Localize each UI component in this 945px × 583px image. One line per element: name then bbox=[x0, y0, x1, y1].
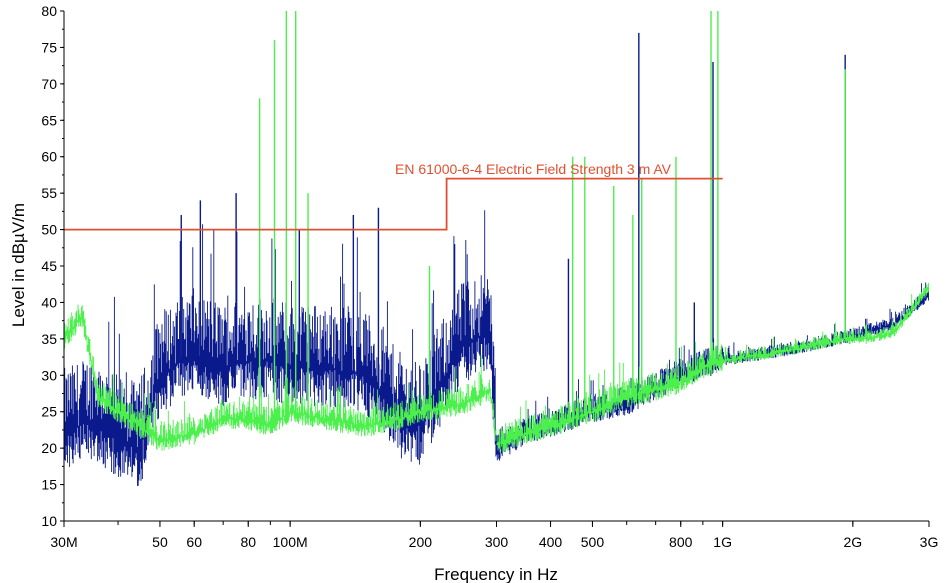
y-tick-label: 30 bbox=[41, 367, 57, 383]
y-tick-label: 50 bbox=[41, 222, 57, 238]
x-tick-label: 60 bbox=[186, 534, 202, 550]
x-tick-label: 1G bbox=[713, 534, 732, 550]
y-tick-label: 70 bbox=[41, 76, 57, 92]
x-tick-label: 300 bbox=[485, 534, 509, 550]
x-tick-label: 30M bbox=[50, 534, 77, 550]
x-tick-label: 800 bbox=[669, 534, 693, 550]
y-tick-label: 80 bbox=[41, 3, 57, 19]
y-tick-label: 25 bbox=[41, 404, 57, 420]
x-tick-label: 400 bbox=[539, 534, 563, 550]
y-tick-label: 65 bbox=[41, 112, 57, 128]
y-axis-title: Level in dBµV/m bbox=[9, 203, 28, 327]
y-tick-label: 10 bbox=[41, 513, 57, 529]
y-tick-label: 75 bbox=[41, 39, 57, 55]
x-tick-label: 500 bbox=[581, 534, 605, 550]
y-tick-label: 55 bbox=[41, 185, 57, 201]
y-tick-label: 15 bbox=[41, 477, 57, 493]
x-tick-label: 3G bbox=[920, 534, 939, 550]
y-tick-label: 35 bbox=[41, 331, 57, 347]
x-axis-title: Frequency in Hz bbox=[434, 565, 558, 583]
x-tick-label: 80 bbox=[240, 534, 256, 550]
y-tick-label: 40 bbox=[41, 294, 57, 310]
limit-line-label: EN 61000-6-4 Electric Field Strength 3 m… bbox=[395, 161, 672, 177]
x-tick-label: 50 bbox=[152, 534, 168, 550]
y-tick-label: 20 bbox=[41, 440, 57, 456]
x-tick-label: 2G bbox=[843, 534, 862, 550]
series-layer bbox=[63, 11, 929, 486]
limit-line bbox=[64, 177, 723, 231]
y-tick-label: 60 bbox=[41, 149, 57, 165]
axes-layer: 10 15 20 25 30 35 40 45 50 55 60 65 70 75 80 30M 50 60 80 1… bbox=[41, 3, 938, 550]
y-tick-label: 45 bbox=[41, 258, 57, 274]
x-tick-label: 100M bbox=[273, 534, 308, 550]
x-tick-label: 200 bbox=[409, 534, 433, 550]
limit-line-layer: EN 61000-6-4 Electric Field Strength 3 m… bbox=[64, 161, 723, 231]
